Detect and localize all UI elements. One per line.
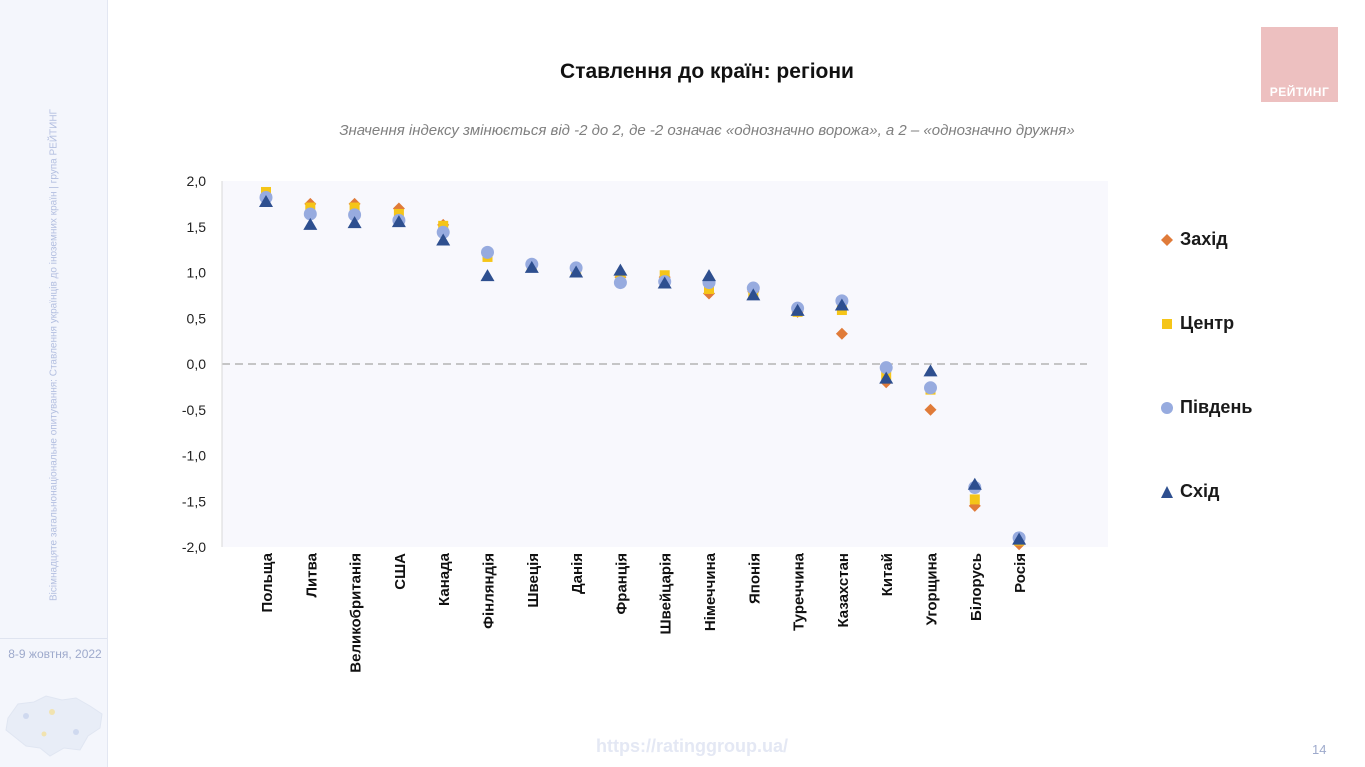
sidebar: Вісімнадцяте загальнонаціональне опитува… [0,0,108,767]
x-tick-label: Китай [879,553,896,596]
x-tick-label: Фінляндія [481,553,498,629]
x-tick-label: Швеція [525,553,542,608]
data-point-skhid [702,269,716,282]
ukraine-map-icon [5,695,103,757]
website-link[interactable]: https://ratinggroup.ua/ [596,736,788,756]
circle-marker-icon [1161,402,1173,414]
data-point-skhid [746,288,761,301]
data-point-skhid [259,195,273,208]
x-tick-label: Литва [303,552,320,597]
data-point-skhid [436,233,451,246]
data-point-pivden [348,208,362,222]
data-point-skhid [303,217,318,230]
legend-label-skhid: Схід [1180,481,1220,501]
data-point-skhid [1012,532,1027,545]
x-tick-label: Швейцарія [658,553,675,635]
data-point-pivden [924,381,937,395]
data-point-skhid [834,298,849,311]
legend-item-tsentr: Центр [1160,309,1280,337]
sidebar-divider [0,638,107,639]
x-tick-label: Білорусь [968,553,985,621]
y-tick-label: 0,5 [187,310,207,326]
page-number: 14 [1312,742,1327,757]
legend-label-tsentr: Центр [1180,313,1235,333]
legend-label-pivden: Південь [1180,397,1253,417]
x-tick-label: Казахстан [835,553,852,628]
data-point-skhid [657,276,672,289]
y-tick-label: -2,0 [182,539,206,555]
data-point-zahid [835,327,848,340]
legend-item-skhid: Схід [1160,477,1280,505]
y-tick-label: -1,0 [182,448,206,464]
data-point-pivden [481,245,494,259]
chart-title: Ставлення до країн: регіони [560,60,854,83]
square-marker-icon [1162,319,1172,329]
data-point-skhid [347,216,362,229]
data-point-skhid [480,269,495,282]
legend-label-zahid: Захід [1180,229,1228,249]
y-tick-label: -0,5 [182,402,206,418]
data-point-tsentr [349,202,360,213]
data-point-skhid [613,263,628,276]
y-tick-label: 0,0 [187,356,207,372]
data-point-skhid [391,215,406,228]
y-tick-label: 1,5 [187,219,207,235]
data-point-skhid [879,371,894,384]
x-tick-label: Великобританія [348,553,365,673]
legend-item-zahid: Захід [1160,225,1280,253]
data-point-skhid [524,260,539,273]
y-tick-label: 1,0 [187,265,207,281]
x-tick-label: Німеччина [702,552,719,631]
x-tick-label: Туреччина [791,552,808,631]
legend-item-pivden: Південь [1160,393,1280,421]
triangle-marker-icon [1161,486,1173,498]
data-point-pivden [436,225,450,239]
data-point-pivden [746,281,760,295]
data-point-skhid [790,303,805,316]
rating-logo: РЕЙТИНГ [1261,27,1338,102]
data-point-skhid [967,477,982,490]
data-point-pivden [303,207,317,221]
data-point-zahid [924,403,937,416]
y-axis-ticks: 2,0 1,5 1,0 0,5 0,0 -0,5 -1,0 -1,5 -2,0 [182,173,206,555]
chart-subtitle: Значення індексу змінюється від -2 до 2,… [339,122,1075,139]
data-points [259,186,1027,551]
x-tick-label: Франція [613,553,630,615]
x-tick-label: Японія [746,553,763,604]
x-axis-labels: Польща Литва Великобританія США Канада Фінлян… [259,552,1029,672]
data-point-skhid [569,265,584,278]
x-tick-label: Польща [259,552,276,612]
logo-text: РЕЙТИНГ [1269,85,1330,99]
scatter-chart: 2,0 1,5 1,0 0,5 0,0 -0,5 -1,0 -1,5 -2,0 Польща Ли… [181,173,1087,673]
data-point-tsentr [969,494,980,505]
data-point-skhid [923,364,938,377]
y-tick-label: 2,0 [187,173,207,189]
data-point-pivden [613,276,627,290]
x-tick-label: Канада [436,552,453,606]
x-tick-label: Росія [1012,553,1029,593]
x-tick-label: Данія [569,553,586,594]
survey-date: 8-9 жовтня, 2022 [8,647,102,661]
diamond-marker-icon [1161,234,1173,246]
y-tick-label: -1,5 [182,493,206,509]
x-tick-label: США [392,553,409,590]
data-point-pivden [879,361,893,375]
x-tick-label: Угорщина [924,552,941,625]
